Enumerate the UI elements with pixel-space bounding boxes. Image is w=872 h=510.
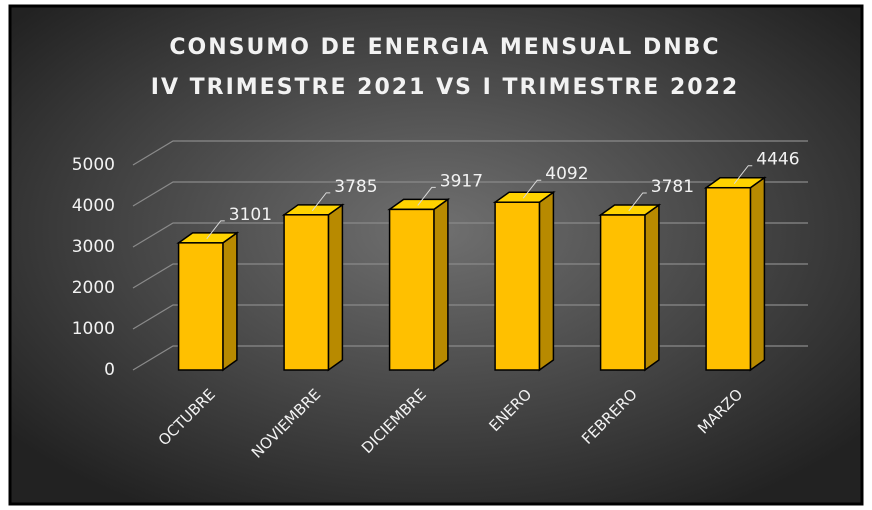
value-label: 4092 [545, 164, 588, 184]
leader-line [206, 220, 225, 240]
y-tick-label: 4000 [72, 196, 115, 216]
chart-subtitle: IV TRIMESTRE 2021 VS I TRIMESTRE 2022 [151, 75, 739, 100]
bar-side [433, 197, 449, 372]
grid-line [132, 140, 808, 166]
value-label: 3101 [229, 205, 272, 225]
y-tick-label: 5000 [72, 155, 115, 175]
bar [388, 208, 435, 371]
bar [177, 242, 224, 371]
y-tick-label: 2000 [72, 278, 115, 298]
bar-side [644, 203, 660, 372]
value-label: 3785 [334, 177, 377, 197]
bar [705, 186, 752, 371]
leader-line [522, 179, 542, 199]
value-label: 3917 [440, 171, 483, 191]
bar [494, 201, 541, 371]
grid-line [132, 222, 808, 248]
leader-line [733, 165, 753, 185]
bar [599, 214, 646, 371]
y-tick-label: 3000 [72, 237, 115, 257]
bar-side [538, 190, 555, 372]
bar-side [222, 231, 238, 372]
leader-line [417, 186, 436, 206]
y-tick-label: 0 [104, 360, 115, 380]
value-label: 3781 [651, 177, 694, 197]
bar [283, 214, 330, 371]
bar-side [327, 203, 344, 372]
leader-line [311, 192, 331, 212]
y-tick-label: 1000 [72, 319, 115, 339]
grid-line [132, 263, 808, 289]
leader-line [628, 192, 647, 212]
grid-line [132, 181, 808, 207]
bar-side [749, 176, 766, 372]
grid-line [132, 304, 808, 330]
grid-line [132, 345, 808, 371]
chart-title: CONSUMO DE ENERGIA MENSUAL DNBC [169, 35, 720, 60]
value-label: 4446 [756, 150, 799, 170]
